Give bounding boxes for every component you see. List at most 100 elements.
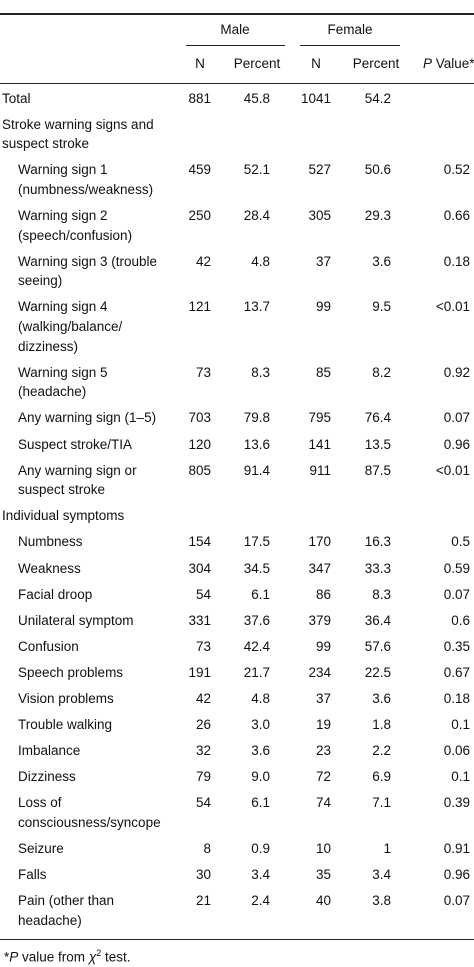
row-label: Vision problems	[18, 691, 114, 707]
cell: 0.35	[443, 638, 470, 654]
cell: 2.2	[372, 743, 391, 759]
cell: 13.5	[364, 436, 391, 452]
cell: 73	[195, 364, 211, 380]
cell: 74	[315, 795, 331, 811]
cell: 1041	[300, 90, 331, 106]
row-label: Confusion	[18, 638, 79, 654]
cell: <0.01	[435, 299, 470, 315]
cell: 3.6	[372, 253, 391, 269]
cell: 87.5	[364, 462, 391, 478]
cell: 40	[315, 893, 331, 909]
group-header: Female	[327, 22, 373, 37]
header-rule	[0, 83, 474, 84]
cell: 32	[195, 743, 211, 759]
cell: 0.18	[443, 253, 470, 269]
cell: 54.2	[364, 90, 391, 106]
cell: 54	[195, 586, 211, 602]
cell: 527	[308, 162, 331, 178]
cell: 8.3	[251, 364, 270, 380]
cell: 9.0	[251, 769, 270, 785]
footnote-chi: χ	[88, 949, 97, 965]
cell: 881	[188, 90, 211, 106]
cell: 795	[308, 410, 331, 426]
row-label: (walking/balance/	[18, 319, 123, 335]
p-rest: Value*	[432, 56, 474, 71]
cell: 9.5	[372, 299, 391, 315]
cell: <0.01	[435, 462, 470, 478]
cell: 459	[188, 162, 211, 178]
row-label: Any warning sign or	[18, 462, 137, 478]
column-header: N	[311, 56, 321, 71]
cell: 3.4	[251, 867, 270, 883]
row-label: consciousness/syncope	[18, 815, 161, 831]
cell: 34.5	[243, 560, 270, 576]
cell: 91.4	[243, 462, 270, 478]
cell: 3.6	[372, 691, 391, 707]
cell: 0.52	[443, 162, 470, 178]
cell: 703	[188, 410, 211, 426]
cell: 0.96	[443, 436, 470, 452]
cell: 50.6	[364, 162, 391, 178]
cell: 1	[383, 841, 391, 857]
cell: 13.6	[243, 436, 270, 452]
row-label: Warning sign 2	[18, 208, 108, 224]
section-label: Total	[2, 90, 31, 106]
cell: 0.07	[443, 410, 470, 426]
cell: 8.2	[372, 364, 391, 380]
cell: 379	[308, 612, 331, 628]
row-label: Warning sign 5	[18, 364, 108, 380]
footnote-mark: *	[4, 949, 10, 965]
p-italic: P	[423, 56, 433, 71]
cell: 16.3	[364, 534, 391, 550]
row-label: (speech/confusion)	[18, 227, 133, 243]
row-label: seeing)	[18, 273, 63, 289]
cell: 0.59	[443, 560, 470, 576]
cell: 1.8	[372, 717, 391, 733]
cell: 42	[195, 253, 211, 269]
cell: 0.07	[443, 586, 470, 602]
cell: 42.4	[243, 638, 270, 654]
cell: 304	[188, 560, 211, 576]
cell: 37.6	[243, 612, 270, 628]
cell: 79	[195, 769, 211, 785]
cell: 29.3	[364, 208, 391, 224]
section-label: suspect stroke	[2, 136, 90, 152]
cell: 99	[315, 299, 331, 315]
row-label: Numbness	[18, 534, 83, 550]
cell: 0.92	[443, 364, 470, 380]
cell: 331	[188, 612, 211, 628]
cell: 0.91	[443, 841, 470, 857]
cell: 45.8	[243, 90, 270, 106]
cell: 21	[195, 893, 211, 909]
top-rule	[0, 13, 474, 15]
row-label: Suspect stroke/TIA	[18, 436, 133, 452]
row-label: Speech problems	[18, 664, 124, 680]
cell: 0.39	[443, 795, 470, 811]
cell: 6.9	[372, 769, 391, 785]
cell: 154	[188, 534, 211, 550]
cell: 3.8	[372, 893, 391, 909]
cell: 305	[308, 208, 331, 224]
row-label: Weakness	[18, 560, 81, 576]
column-header: N	[195, 56, 205, 71]
row-label: (numbness/weakness)	[18, 181, 154, 197]
row-label: (headache)	[18, 384, 87, 400]
cell: 33.3	[364, 560, 391, 576]
footnote-text: value from	[18, 949, 89, 965]
row-label: Pain (other than	[18, 893, 115, 909]
cell: 121	[188, 299, 211, 315]
cell: 0.1	[451, 717, 470, 733]
cell: 0.66	[443, 208, 470, 224]
column-header: Percent	[233, 56, 281, 71]
cell: 0.1	[451, 769, 470, 785]
group-rule	[186, 45, 285, 46]
cell: 120	[188, 436, 211, 452]
cell: 0.9	[251, 841, 270, 857]
cell: 13.7	[243, 299, 270, 315]
cell: 347	[308, 560, 331, 576]
cell: 54	[195, 795, 211, 811]
cell: 22.5	[364, 664, 391, 680]
row-label: Imbalance	[18, 743, 81, 759]
cell: 28.4	[243, 208, 270, 224]
row-label: dizziness)	[18, 338, 79, 354]
